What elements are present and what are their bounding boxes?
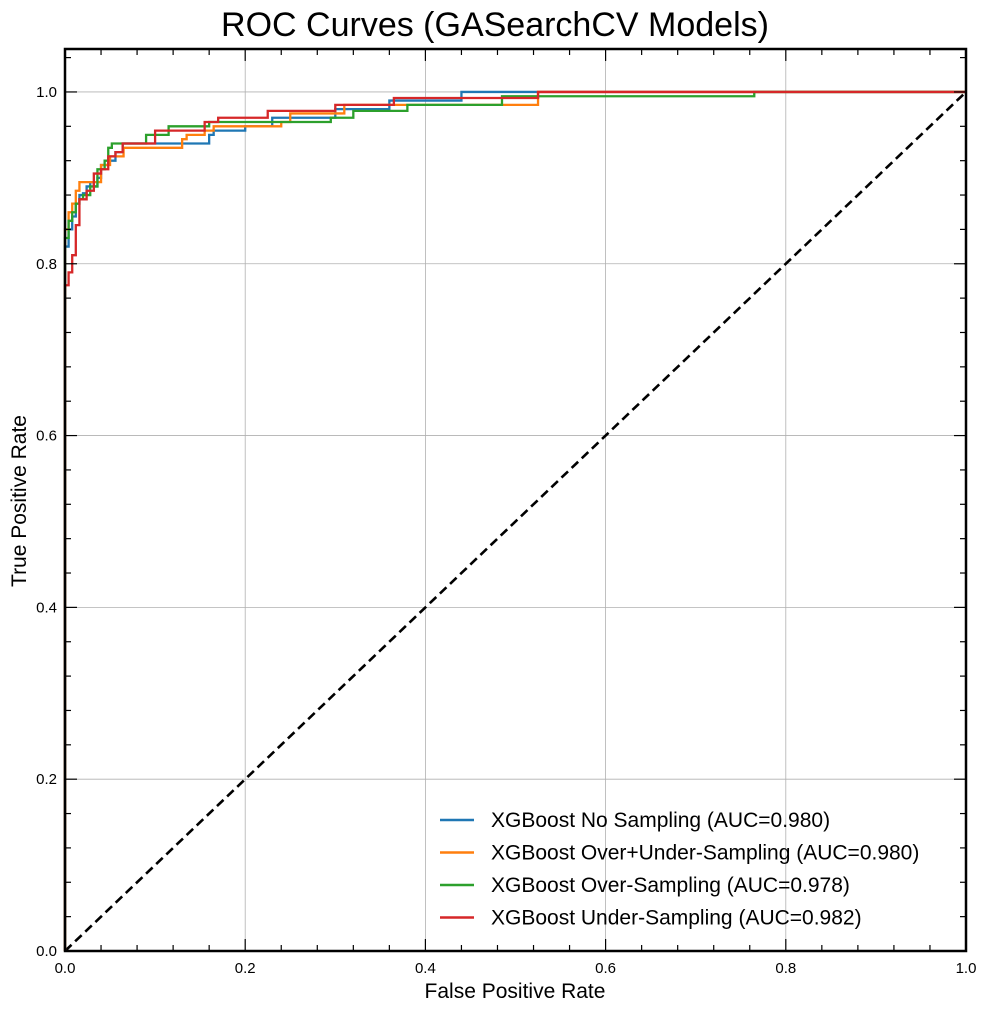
y-tick-label: 0.6 <box>36 428 57 445</box>
y-axis-label: True Positive Rate <box>8 415 31 587</box>
x-axis-label: False Positive Rate <box>425 980 606 1003</box>
diagonal-reference <box>64 91 967 952</box>
x-tick-label: 1.0 <box>956 960 977 977</box>
legend: XGBoost No Sampling (AUC=0.980) XGBoost O… <box>440 809 919 930</box>
roc-curve-series-2 <box>63 90 966 951</box>
plot-frame <box>63 47 968 953</box>
diagonal-line <box>64 91 967 952</box>
tick-labels: 0.0 0.2 0.4 0.6 0.8 1.0 0.0 0.2 0.4 0.6 0.8 1.0 <box>36 84 976 977</box>
legend-entry-label: XGBoost Over+Under-Sampling (AUC=0.980) <box>491 842 919 865</box>
y-tick-label: 0.8 <box>36 256 57 273</box>
y-tick-label: 0.4 <box>36 599 57 616</box>
y-tick-label: 0.2 <box>36 771 57 788</box>
legend-entry-label: XGBoost No Sampling (AUC=0.980) <box>491 809 830 832</box>
chart-title: ROC Curves (GASearchCV Models) <box>221 6 769 44</box>
series-group <box>63 90 966 951</box>
x-tick-label: 0.6 <box>595 960 616 977</box>
x-tick-label: 0.8 <box>775 960 796 977</box>
x-tick-label: 0.2 <box>235 960 256 977</box>
legend-entry-label: XGBoost Over-Sampling (AUC=0.978) <box>491 874 850 897</box>
roc-curve-series-3 <box>63 90 966 951</box>
y-tick-label: 1.0 <box>36 84 57 101</box>
x-tick-label: 0.4 <box>415 960 436 977</box>
roc-curve-series-4 <box>63 90 966 951</box>
x-tick-label: 0.0 <box>55 960 76 977</box>
y-tick-label: 0.0 <box>36 943 57 960</box>
legend-entry-label: XGBoost Under-Sampling (AUC=0.982) <box>491 907 862 930</box>
